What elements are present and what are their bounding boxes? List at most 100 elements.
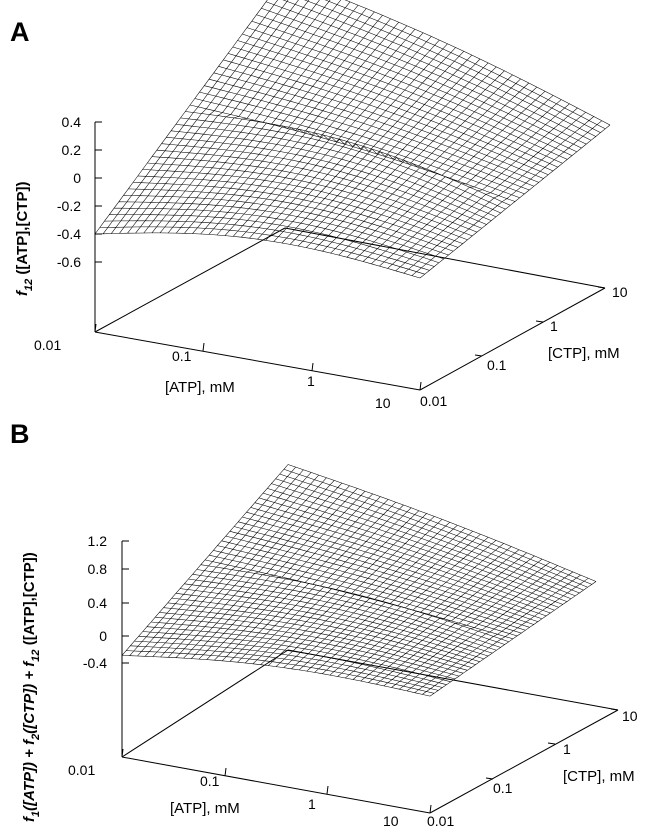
mesh-line-ctp <box>130 645 439 691</box>
mesh-line-atp <box>135 0 320 234</box>
z-axis-label-main: f <box>14 289 31 296</box>
z-axis-label-a: f12 ([ATP],[CTP]) <box>14 182 35 296</box>
x-tick-label: 0.01 <box>68 762 95 778</box>
y-axis-label-a: [CTP], mM <box>548 345 620 362</box>
z-tick-label: 0.4 <box>88 595 108 611</box>
base-back-right-edge-a <box>284 227 606 289</box>
y-tick-label: 1 <box>563 741 571 757</box>
mesh-line-atp <box>151 0 342 234</box>
mesh-line-ctp <box>287 464 597 582</box>
mesh-line-ctp <box>192 574 501 648</box>
x-tick-label: 10 <box>383 813 399 829</box>
mesh-line-ctp <box>167 602 476 665</box>
mesh-line-ctp <box>163 607 472 668</box>
mesh-line-ctp <box>282 0 596 137</box>
z-axis-label-sub: 12 <box>23 279 35 291</box>
mesh-line-atp <box>221 499 389 661</box>
mesh-line-ctp <box>142 169 468 241</box>
mesh-line-atp <box>281 54 473 244</box>
mesh-line-ctp <box>118 201 444 260</box>
mesh-line-ctp <box>155 616 464 674</box>
z-tick-label: -0.6 <box>57 254 81 270</box>
mesh-line-atp <box>391 565 558 688</box>
mesh-line-ctp <box>221 540 530 628</box>
mesh-line-ctp <box>324 0 606 130</box>
mesh-line-ctp <box>185 111 511 206</box>
mesh-line-ctp <box>146 626 455 680</box>
mesh-line-ctp <box>250 507 559 608</box>
x-tick-label: 0.1 <box>172 348 192 364</box>
mesh-line-ctp <box>132 182 459 248</box>
surface-mesh-a <box>94 0 611 279</box>
mesh-line-ctp <box>200 564 509 642</box>
y-tick-label: 10 <box>622 708 638 724</box>
mesh-line-ctp <box>263 492 572 599</box>
y-tick-label: 10 <box>612 284 628 300</box>
mesh-line-ctp <box>126 650 435 694</box>
mesh-line-ctp <box>238 521 547 617</box>
base-back-right-edge-b <box>287 649 619 711</box>
x-ticks-b: 0.01 0.1 1 10 <box>68 748 432 829</box>
y-tick-label: 1 <box>550 318 558 334</box>
mesh-line-ctp <box>180 117 506 210</box>
mesh-line-ctp <box>196 569 505 645</box>
mesh-line-ctp <box>170 130 497 218</box>
mesh-line-ctp <box>213 72 539 183</box>
mesh-line-ctp <box>209 554 518 637</box>
x-tick-label: 10 <box>375 395 391 411</box>
mesh-line-ctp <box>251 20 577 153</box>
mesh-line-ctp <box>123 195 449 256</box>
x-tick-label: 0.01 <box>34 337 61 353</box>
mesh-line-ctp <box>234 526 543 620</box>
mesh-line-ctp <box>246 511 555 611</box>
mesh-line-ctp <box>156 149 482 229</box>
mesh-line-atp <box>362 95 554 262</box>
x-axis-label-b: [ATP], mM <box>170 800 240 817</box>
z-tick-label: -0.2 <box>57 198 81 214</box>
mesh-line-ctp <box>180 588 489 657</box>
mesh-line-ctp <box>208 78 535 187</box>
panel-b: B 1.2 0.8 0.4 0 -0.4 0.01 0.1 <box>10 419 638 829</box>
mesh-line-atp <box>237 504 404 663</box>
mesh-line-atp <box>119 0 299 234</box>
y-ticks-b: 0.01 0.1 1 10 <box>427 708 638 829</box>
mesh-line-ctp <box>151 156 478 233</box>
base-front-left-edge-a <box>94 331 421 391</box>
mesh-line-ctp <box>175 124 501 214</box>
mesh-line-ctp <box>189 104 516 202</box>
panel-a: A 0.4 0.2 0 -0.2 -0.4 -0.6 <box>10 0 628 411</box>
mesh-line-ctp <box>166 137 492 221</box>
mesh-line-ctp <box>225 535 534 625</box>
z-ticks-a: 0.4 0.2 0 -0.2 -0.4 -0.6 <box>57 114 102 270</box>
mesh-line-atp <box>322 74 513 252</box>
mesh-line-ctp <box>159 612 468 671</box>
base-front-right-edge-a <box>419 287 606 391</box>
mesh-line-ctp <box>99 226 425 275</box>
surface-mesh-b <box>121 464 597 697</box>
mesh-line-ctp <box>223 59 549 175</box>
mesh-line-ctp <box>213 550 522 634</box>
panel-letter-a: A <box>10 17 30 47</box>
mesh-line-ctp <box>227 53 554 172</box>
mesh-line-ctp <box>254 502 563 605</box>
mesh-line-ctp <box>246 27 573 156</box>
mesh-line-atp <box>314 70 505 250</box>
mesh-line-ctp <box>171 597 480 662</box>
mesh-line-atp <box>395 112 586 272</box>
y-axis-label-b: [CTP], mM <box>563 768 635 785</box>
mesh-line-ctp <box>161 143 487 225</box>
mesh-line-ctp <box>279 473 588 588</box>
z-axis-label-rest: ([ATP]) + f <box>21 738 38 811</box>
mesh-line-ctp <box>275 478 584 591</box>
mesh-line-ctp <box>188 578 497 651</box>
mesh-line-ctp <box>175 593 484 660</box>
mesh-line-atp <box>265 47 456 241</box>
y-tick-label: 0.1 <box>487 357 507 373</box>
mesh-line-ctp <box>218 66 544 179</box>
x-tick-label: 0.1 <box>200 773 220 789</box>
y-tick-label: 0.01 <box>420 393 447 409</box>
mesh-line-ctp <box>232 46 558 168</box>
mesh-line-ctp <box>199 91 525 195</box>
y-tick-label: 0.01 <box>427 813 454 829</box>
